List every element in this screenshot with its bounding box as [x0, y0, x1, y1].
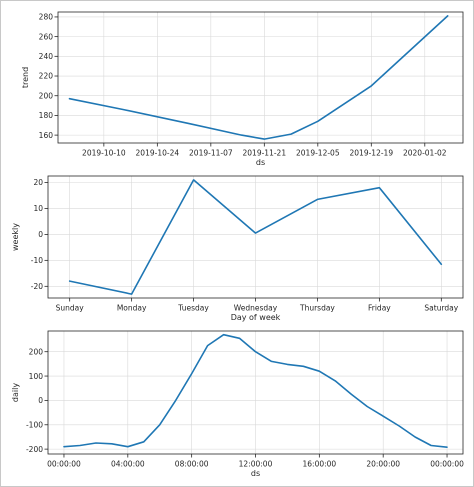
y-tick-label: -20 [31, 282, 43, 291]
series-line-weekly [68, 179, 443, 295]
plot-frame [57, 11, 464, 144]
x-tick-label: 2019-12-19 [350, 149, 394, 158]
x-tick-label: 12:00:00 [239, 460, 273, 469]
y-axis-label: trend [21, 67, 30, 88]
y-tick-label: 280 [39, 13, 54, 22]
y-tick-label: 100 [29, 372, 44, 381]
x-tick-label: 2019-12-05 [296, 149, 340, 158]
plot-frame [47, 330, 464, 455]
x-axis-label: ds [256, 158, 265, 167]
x-tick-label: 2019-11-07 [189, 149, 233, 158]
x-tick-label: Thursday [299, 304, 335, 313]
x-tick-label: Saturday [424, 304, 458, 313]
y-tick-label: 180 [39, 111, 54, 120]
x-tick-label: 2019-11-21 [243, 149, 287, 158]
x-tick-label: Monday [117, 304, 147, 313]
x-tick-label: 04:00:00 [111, 460, 145, 469]
x-tick-label: 16:00:00 [303, 460, 337, 469]
y-tick-label: -10 [31, 256, 43, 265]
y-tick-label: 160 [39, 131, 54, 140]
series-line-daily [63, 333, 448, 449]
chart-panels: 2019-10-10 2019-10-24 2019-11-07 2019-11-21… [11, 11, 464, 478]
y-tick-label: 240 [39, 52, 54, 61]
x-tick-label: Tuesday [177, 304, 209, 313]
chart-panel-weekly: Sunday Monday Tuesday Wednesday Thursday Frid… [11, 175, 464, 322]
y-tick-label: 200 [29, 347, 44, 356]
x-tick-label: 20:00:00 [366, 460, 400, 469]
y-tick-label: 220 [39, 72, 54, 81]
x-tick-label: Sunday [56, 304, 85, 313]
x-tick-label: 2020-01-02 [403, 149, 447, 158]
x-tick-label: 00:00:00 [47, 460, 81, 469]
y-tick-label: -200 [26, 445, 43, 454]
y-tick-label: 0 [38, 396, 43, 405]
x-tick-label: Friday [368, 304, 391, 313]
chart-panel-daily: 00:00:00 04:00:00 08:00:00 12:00:00 16:00:00… [11, 330, 464, 478]
y-tick-label: 20 [33, 178, 43, 187]
y-tick-label: 0 [38, 230, 43, 239]
x-axis-label: Day of week [231, 313, 281, 322]
y-tick-label: 260 [39, 32, 54, 41]
y-tick-label: 10 [33, 204, 43, 213]
plot-frame [47, 175, 464, 299]
chart-panel-trend: 2019-10-10 2019-10-24 2019-11-07 2019-11-21… [21, 11, 464, 167]
y-tick-label: 200 [39, 91, 54, 100]
x-tick-label: Wednesday [234, 304, 278, 313]
y-axis-label: weekly [11, 223, 20, 251]
x-tick-label: 08:00:00 [175, 460, 209, 469]
x-tick-label: 2019-10-24 [136, 149, 180, 158]
x-axis-label: ds [251, 469, 260, 478]
y-tick-label: -100 [26, 420, 43, 429]
y-axis-label: daily [11, 383, 20, 402]
series-line-trend [68, 15, 449, 140]
x-tick-label: 2019-10-10 [82, 149, 126, 158]
x-tick-label: 00:00:00 [430, 460, 464, 469]
